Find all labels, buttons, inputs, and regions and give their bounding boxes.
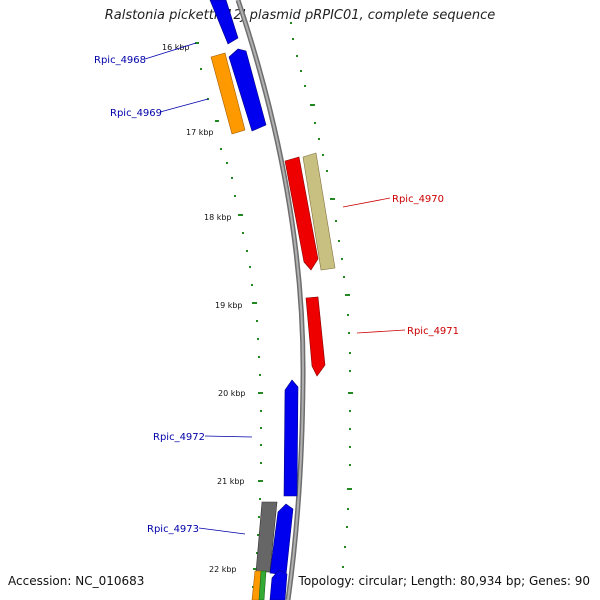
gene-arrow-rpic-4970[interactable] — [284, 156, 319, 271]
gene-arrow-top-partial[interactable] — [209, 0, 239, 45]
map-title: Ralstonia pickettii 12J plasmid pRPIC01,… — [104, 8, 496, 23]
accession-text: Accession: NC_010683 — [8, 574, 145, 588]
leader-rpic-4972 — [204, 435, 253, 438]
leader-rpic-4969 — [159, 98, 209, 113]
gene-arrow-bottom-partial[interactable] — [269, 569, 288, 600]
tick-label-22kbp: 22 kbp — [209, 565, 237, 574]
gene-label-rpic-4972[interactable]: Rpic_4972 — [153, 432, 205, 443]
gene-label-rpic-4971[interactable]: Rpic_4971 — [407, 326, 459, 337]
backbone-highlight — [237, 0, 305, 600]
feature-orange[interactable] — [210, 52, 246, 135]
gene-arrow-rpic-4972[interactable] — [283, 379, 299, 497]
leader-rpic-4970 — [342, 197, 391, 208]
gene-label-rpic-4969[interactable]: Rpic_4969 — [110, 108, 162, 119]
tick-label-17kbp: 17 kbp — [186, 128, 214, 137]
gene-arrow-rpic-4973[interactable] — [269, 503, 294, 576]
gene-label-rpic-4970[interactable]: Rpic_4970 — [392, 194, 444, 205]
feature-green-bottom[interactable] — [258, 570, 267, 600]
tick-label-16kbp: 16 kbp — [162, 43, 190, 52]
tick-label-20kbp: 20 kbp — [218, 389, 246, 398]
inner-ticks — [195, 42, 263, 588]
topology-text: Topology: circular; Length: 80,934 bp; G… — [298, 574, 590, 588]
gene-arrow-rpic-4969[interactable] — [228, 48, 267, 132]
feature-khaki[interactable] — [302, 152, 336, 271]
leader-rpic-4968 — [144, 42, 197, 60]
leader-rpic-4971 — [356, 329, 406, 334]
outer-ticks — [290, 22, 353, 568]
gene-label-rpic-4968[interactable]: Rpic_4968 — [94, 55, 146, 66]
tick-label-21kbp: 21 kbp — [217, 477, 245, 486]
tick-label-19kbp: 19 kbp — [215, 301, 243, 310]
tick-label-18kbp: 18 kbp — [204, 213, 232, 222]
gene-arrow-rpic-4971[interactable] — [305, 296, 326, 377]
leader-rpic-4973 — [198, 527, 246, 535]
gene-label-rpic-4973[interactable]: Rpic_4973 — [147, 524, 199, 535]
